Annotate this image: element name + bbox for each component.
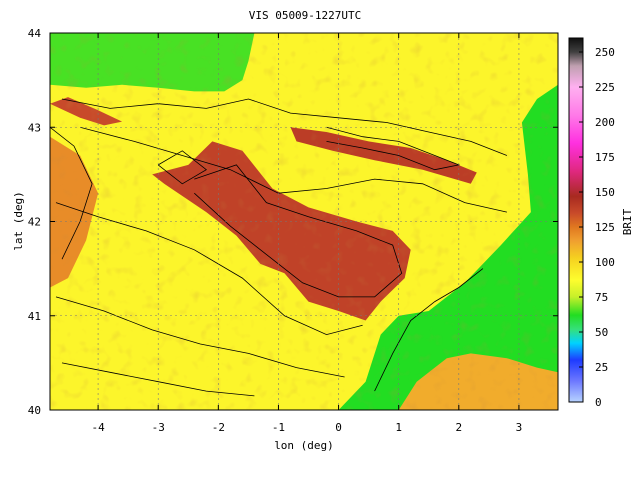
x-tick-label: 1 xyxy=(395,421,402,434)
x-tick-label: 0 xyxy=(335,421,342,434)
colorbar-tick-label: 75 xyxy=(595,291,608,304)
contour-line xyxy=(194,164,403,298)
contour-line xyxy=(61,98,508,156)
colorbar-tick-label: 25 xyxy=(595,361,608,374)
y-tick-label: 40 xyxy=(28,404,41,417)
contour-lines xyxy=(50,98,508,397)
y-tick-label: 43 xyxy=(28,121,41,134)
contour-line xyxy=(55,296,345,378)
colorbar-tick-label: 250 xyxy=(595,46,615,59)
x-tick-label: -4 xyxy=(91,421,105,434)
x-tick-label: -3 xyxy=(152,421,165,434)
colorbar-tick-label: 50 xyxy=(595,326,608,339)
contour-line xyxy=(157,150,208,185)
colorbar-tick-label: 175 xyxy=(595,151,615,164)
x-tick-label: 3 xyxy=(516,421,523,434)
x-tick-label: -1 xyxy=(272,421,285,434)
texture-overlay xyxy=(50,33,558,410)
colorbar-tick-label: 0 xyxy=(595,396,602,409)
y-tick-label: 44 xyxy=(28,27,42,40)
contour-line xyxy=(50,126,93,260)
chart-title: VIS 05009-1227UTC xyxy=(249,9,362,22)
contour-line xyxy=(374,268,484,392)
contour-line xyxy=(61,362,255,397)
colorbar-tick-label: 125 xyxy=(595,221,615,234)
x-axis-label: lon (deg) xyxy=(274,439,334,452)
y-axis-label: lat (deg) xyxy=(12,191,25,251)
colorbar-tick-label: 100 xyxy=(595,256,615,269)
y-tick-label: 41 xyxy=(28,310,41,323)
colorbar-label: BRIT xyxy=(621,208,634,235)
colorbar-tick-label: 225 xyxy=(595,81,615,94)
x-tick-label: 2 xyxy=(455,421,462,434)
y-tick-label: 42 xyxy=(28,216,41,229)
x-axis-ticks: -4 -3 -2 -1 0 1 2 3 xyxy=(91,33,522,434)
colorbar-tick-label: 150 xyxy=(595,186,615,199)
colorbar-tick-label: 200 xyxy=(595,116,615,129)
x-tick-label: -2 xyxy=(212,421,225,434)
y-axis-ticks: 40 41 42 43 44 xyxy=(28,27,558,417)
colorbar-ticks: 0 25 50 75 100 125 150 175 200 225 250 xyxy=(579,46,615,409)
colorbar xyxy=(568,37,584,403)
plot-area xyxy=(50,33,558,410)
